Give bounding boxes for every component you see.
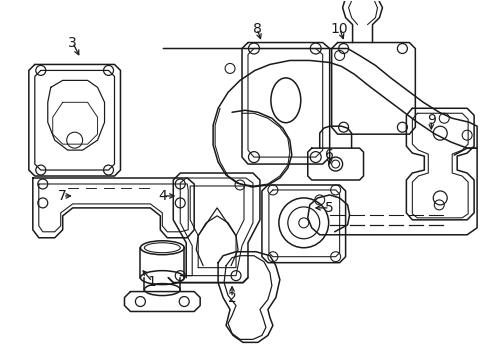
Text: 7: 7 xyxy=(58,189,67,203)
Text: 6: 6 xyxy=(325,148,333,162)
Text: 2: 2 xyxy=(227,291,236,305)
Text: 1: 1 xyxy=(147,275,157,289)
Text: 8: 8 xyxy=(252,22,261,36)
Text: 10: 10 xyxy=(330,22,348,36)
Text: 4: 4 xyxy=(158,189,166,203)
Text: 3: 3 xyxy=(68,36,77,50)
Text: 5: 5 xyxy=(325,201,333,215)
Text: 9: 9 xyxy=(426,113,435,127)
